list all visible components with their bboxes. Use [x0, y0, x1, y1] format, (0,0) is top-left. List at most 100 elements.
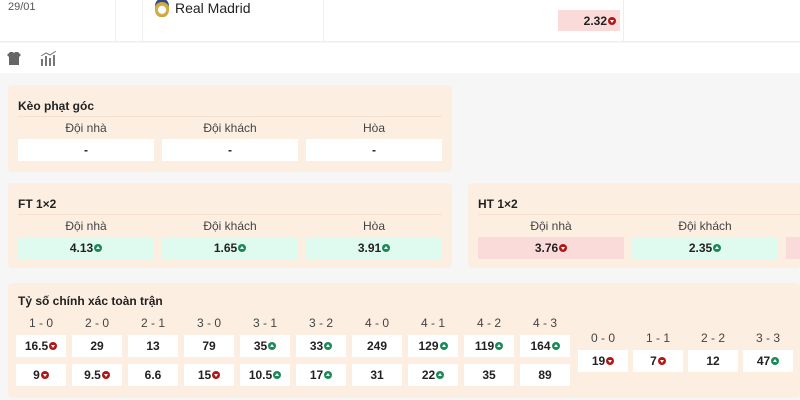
odds-option-partial	[786, 215, 800, 259]
odds-option: Đội khách -	[162, 117, 298, 161]
odds-option: Hòa 3.91	[306, 215, 442, 259]
odd-value: 79	[202, 339, 216, 353]
jersey-icon[interactable]	[7, 52, 21, 65]
card-title: HT 1×2	[478, 193, 800, 215]
score-odd-home[interactable]: 79	[184, 335, 234, 357]
arrow-down-icon	[49, 342, 58, 350]
score-odd[interactable]: 19	[578, 350, 628, 372]
score-odd-away[interactable]: 35	[464, 364, 514, 386]
score-column: 4 - 2 119 35	[464, 314, 514, 386]
score-label: 4 - 2	[476, 316, 501, 330]
score-column: 4 - 0 249 31	[352, 314, 402, 386]
score-odd-away[interactable]: 9.5	[72, 364, 122, 386]
score-odd-home[interactable]: 33	[296, 335, 346, 357]
odds-value: 4.13	[69, 241, 94, 255]
icon-toolbar	[0, 43, 800, 73]
odds-value-cell[interactable]: 3.76	[478, 237, 624, 259]
score-label: 2 - 2	[700, 331, 725, 345]
arrow-down-icon	[212, 371, 221, 379]
odds-value-cell[interactable]: 2.35	[632, 237, 778, 259]
divider	[115, 0, 116, 42]
score-odd-away[interactable]: 17	[296, 364, 346, 386]
odd-value: 31	[370, 368, 384, 382]
score-odd[interactable]: 12	[688, 350, 738, 372]
odd-value: 33	[309, 339, 324, 353]
score-odd[interactable]: 7	[633, 350, 683, 372]
score-odd-home[interactable]: 13	[128, 335, 178, 357]
arrow-up-icon	[382, 244, 391, 252]
arrow-up-icon	[551, 342, 560, 350]
team-name: Real Madrid	[175, 0, 251, 16]
arrow-up-icon	[436, 371, 445, 379]
odds-value-cell[interactable]: 1.65	[162, 237, 298, 259]
odds-value: 3.91	[357, 241, 382, 255]
odd-value: 9	[33, 368, 40, 382]
score-odd-home[interactable]: 29	[72, 335, 122, 357]
card-title: FT 1×2	[18, 193, 442, 215]
score-odd-home[interactable]: 249	[352, 335, 402, 357]
option-label: Đội nhà	[65, 219, 107, 233]
odds-value: -	[372, 143, 376, 157]
odds-value: 3.76	[534, 241, 559, 255]
score-odd-away[interactable]: 15	[184, 364, 234, 386]
arrow-up-icon	[439, 342, 448, 350]
score-odd-away[interactable]: 31	[352, 364, 402, 386]
ht-1x2-card: HT 1×2 Đội nhà 3.76 Đội khách 2.35	[468, 183, 800, 268]
match-row[interactable]: 29/01 Real Madrid 2.32	[0, 0, 800, 42]
odds-value: 2.35	[688, 241, 713, 255]
odds-value-cell[interactable]: -	[18, 139, 154, 161]
team-away[interactable]: Real Madrid	[155, 0, 250, 17]
score-odd-away[interactable]: 6.6	[128, 364, 178, 386]
draw-score-column: 3 - 3 47	[743, 329, 793, 372]
option-label: Hòa	[362, 219, 385, 233]
stats-icon[interactable]	[40, 51, 58, 66]
odd-value: 29	[90, 339, 104, 353]
option-label: Đội khách	[203, 121, 257, 135]
odds-value-cell[interactable]: 4.13	[18, 237, 154, 259]
odds-value-cell[interactable]: -	[162, 139, 298, 161]
odds-option: Đội nhà 4.13	[18, 215, 154, 259]
arrow-up-icon	[771, 357, 780, 365]
option-label: Đội khách	[203, 219, 257, 233]
option-label: Đội nhà	[530, 219, 572, 233]
team-crest-icon	[155, 0, 169, 17]
odd-value: 12	[706, 354, 720, 368]
score-odd-away[interactable]: 10.5	[240, 364, 290, 386]
score-odd-home[interactable]: 35	[240, 335, 290, 357]
arrow-down-icon	[608, 16, 616, 25]
arrow-up-icon	[273, 371, 282, 379]
card-title: Kèo phạt góc	[18, 95, 442, 117]
score-odd-away[interactable]: 89	[520, 364, 570, 386]
score-odd[interactable]: 47	[743, 350, 793, 372]
odds-value-cell[interactable]: 3.91	[306, 237, 442, 259]
card-title: Tỷ số chính xác toàn trận	[18, 294, 163, 308]
odd-value: 15	[197, 368, 212, 382]
score-odd-home[interactable]: 16.5	[16, 335, 66, 357]
score-label: 3 - 0	[196, 316, 221, 330]
odds-value-cell[interactable]: -	[306, 139, 442, 161]
arrow-up-icon	[495, 342, 504, 350]
odds-value-cell[interactable]	[786, 237, 800, 259]
arrow-down-icon	[657, 357, 666, 365]
odd-value: 89	[538, 368, 552, 382]
arrow-up-icon	[324, 342, 333, 350]
option-label: Đội khách	[678, 219, 732, 233]
odd-value: 2.32	[583, 13, 607, 28]
corner-odds-card: Kèo phạt góc Đội nhà - Đội khách - Hòa -	[8, 85, 452, 172]
score-odd-home[interactable]: 129	[408, 335, 458, 357]
score-label: 2 - 0	[84, 316, 109, 330]
arrow-up-icon	[713, 244, 722, 252]
odd-value: 47	[756, 354, 771, 368]
score-label: 4 - 3	[532, 316, 557, 330]
score-label: 2 - 1	[140, 316, 165, 330]
score-label: 1 - 1	[645, 331, 670, 345]
score-column: 4 - 3 164 89	[520, 314, 570, 386]
odd-value: 164	[530, 339, 551, 353]
odd-cell[interactable]: 2.32	[558, 10, 620, 31]
score-odd-away[interactable]: 9	[16, 364, 66, 386]
arrow-up-icon	[268, 342, 277, 350]
score-odd-away[interactable]: 22	[408, 364, 458, 386]
arrow-up-icon	[94, 244, 103, 252]
score-odd-home[interactable]: 164	[520, 335, 570, 357]
score-odd-home[interactable]: 119	[464, 335, 514, 357]
